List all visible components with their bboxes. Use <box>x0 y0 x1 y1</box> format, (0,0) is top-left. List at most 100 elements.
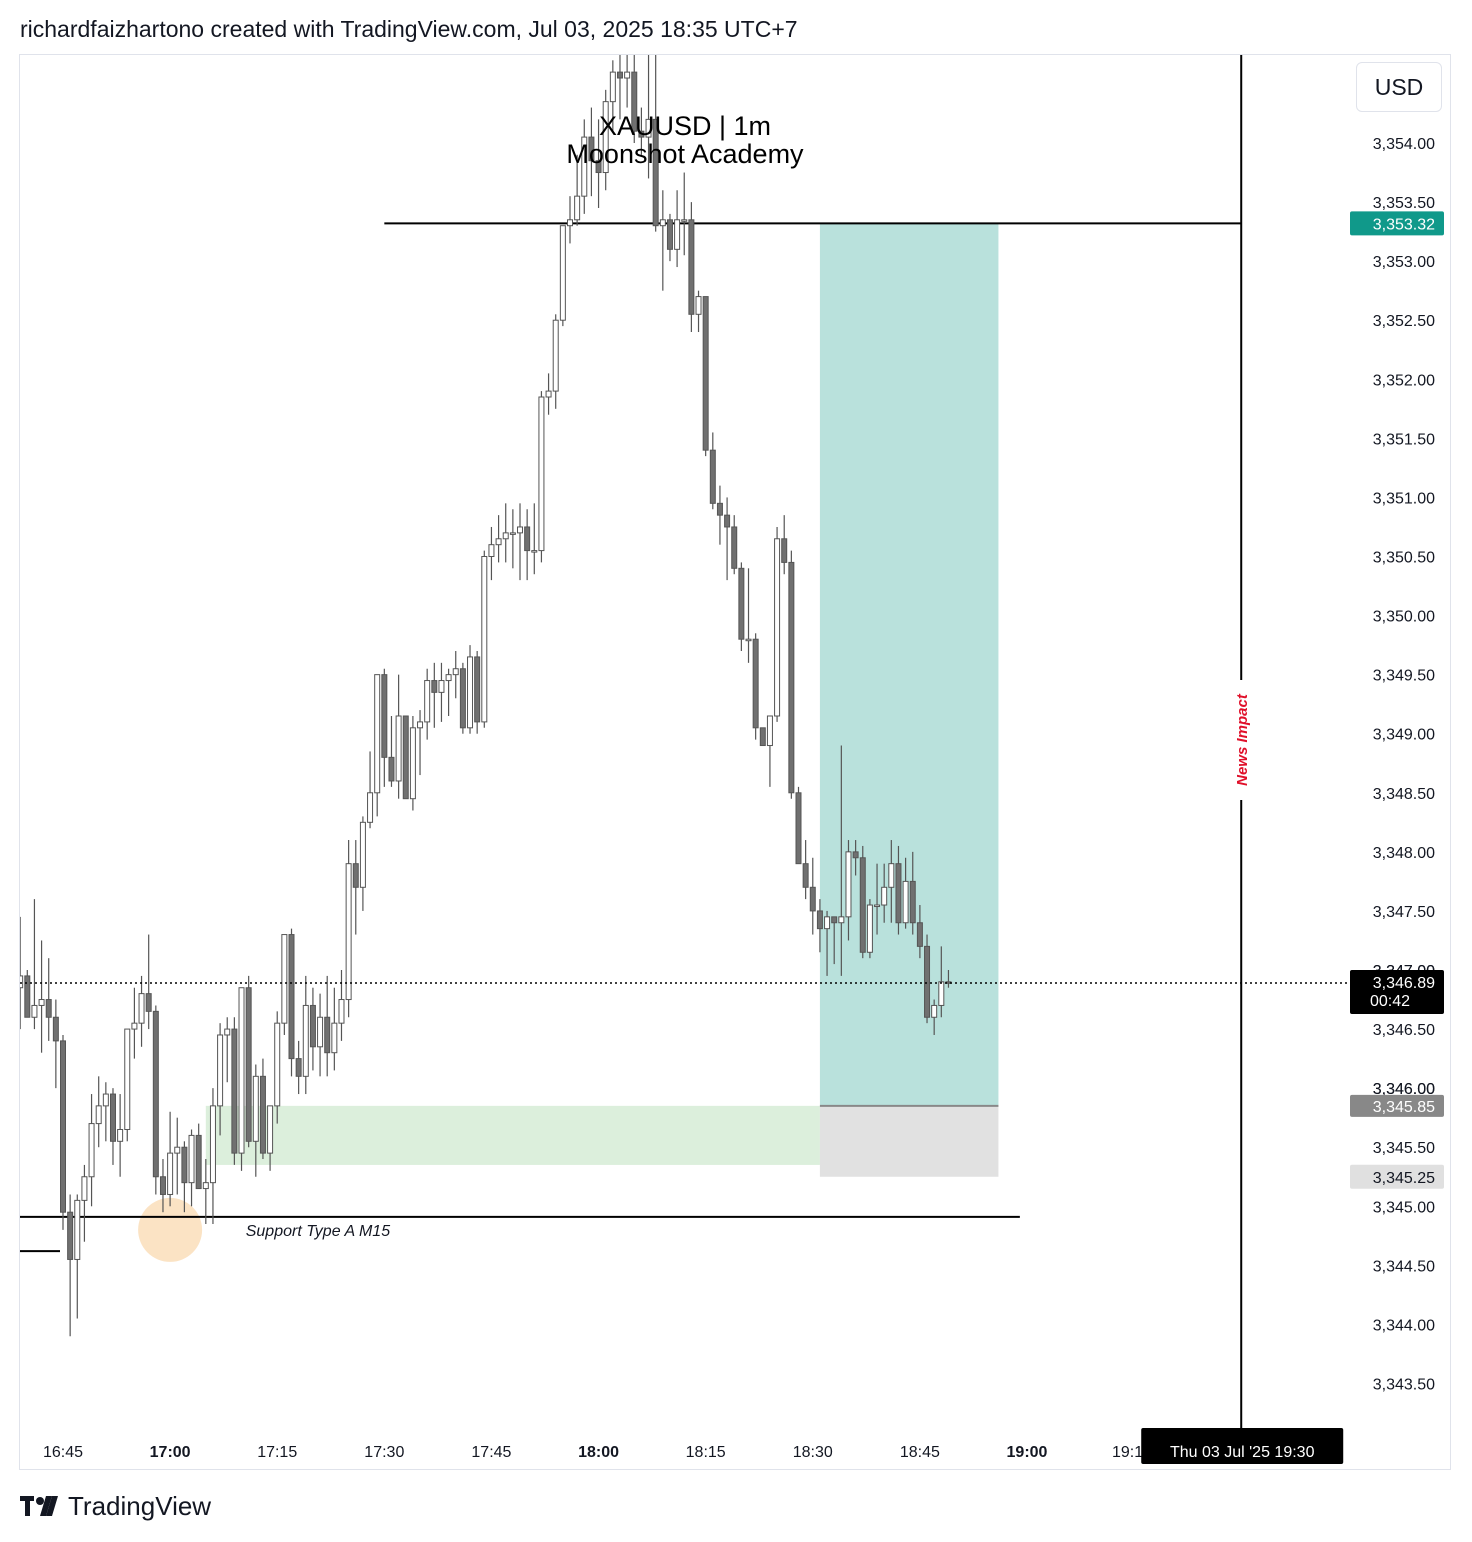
candle-body <box>495 538 502 546</box>
candle-body <box>674 219 681 250</box>
candle-body <box>109 1093 116 1142</box>
candle-body <box>838 916 845 924</box>
candle-body <box>224 1028 231 1036</box>
y-tick-label: 3,348.50 <box>1373 786 1435 803</box>
y-tick-label: 3,350.00 <box>1373 609 1435 626</box>
candle-body <box>552 319 559 392</box>
y-tick-label: 3,343.50 <box>1373 1377 1435 1394</box>
candle-body <box>509 532 516 535</box>
candle-body <box>881 886 888 906</box>
candle-body <box>566 219 573 227</box>
candle-body <box>195 1134 202 1190</box>
candle-body <box>716 502 723 516</box>
candle-body <box>267 1105 274 1154</box>
candle-body <box>595 160 602 174</box>
currency-button[interactable]: USD <box>1356 62 1442 112</box>
candle-body <box>395 715 402 782</box>
candle-body <box>924 945 931 1018</box>
candle-body <box>67 1211 74 1260</box>
stop-zone <box>819 1105 999 1177</box>
candle-body <box>624 71 631 79</box>
candle-body <box>609 71 616 103</box>
y-tick-label: 3,347.50 <box>1373 904 1435 921</box>
target-price-label: 3,353.32 <box>1373 216 1435 233</box>
x-tick-label: 18:00 <box>578 1444 619 1461</box>
candle-body <box>824 916 831 930</box>
candle-body <box>766 715 773 747</box>
candle-body <box>445 674 452 682</box>
x-tick-label: 16:45 <box>43 1444 83 1461</box>
candle-body <box>502 532 509 540</box>
candle-body <box>131 1022 138 1030</box>
candle-body <box>424 680 431 723</box>
candle-body <box>545 390 552 398</box>
candle-body <box>338 999 345 1024</box>
tradingview-logo[interactable]: TradingView <box>20 1491 211 1522</box>
candle-body <box>631 71 638 132</box>
candle-body <box>45 999 52 1018</box>
candle-body <box>602 101 609 174</box>
candle-body <box>124 1028 131 1130</box>
candle-body <box>259 1075 266 1154</box>
stop-price-label-bg <box>1350 1164 1444 1189</box>
chart-watermark: Moonshot Academy <box>566 139 804 169</box>
candle-body <box>367 792 374 823</box>
x-tick-label: 18:15 <box>686 1444 726 1461</box>
y-tick-label: 3,345.50 <box>1373 1140 1435 1157</box>
candle-body <box>152 1010 159 1178</box>
support-zone <box>205 1105 820 1165</box>
y-tick-label: 3,349.00 <box>1373 727 1435 744</box>
candle-body <box>481 556 488 723</box>
candle-body <box>866 904 873 953</box>
candle-body <box>745 638 752 642</box>
y-tick-label: 3,352.50 <box>1373 313 1435 330</box>
y-tick-label: 3,345.00 <box>1373 1199 1435 1216</box>
candle-body <box>274 1022 281 1107</box>
candle-body <box>559 225 566 321</box>
candle-body <box>202 1182 209 1190</box>
last-price-label-bg <box>1350 969 1444 1014</box>
y-tick-label: 3,344.50 <box>1373 1258 1435 1275</box>
candle-body <box>245 987 252 1142</box>
candle-body <box>581 136 588 197</box>
candle-body <box>695 296 702 315</box>
candle-body <box>909 880 916 924</box>
candle-body <box>188 1134 195 1184</box>
entry-price-label-bg <box>1350 1094 1444 1117</box>
candle-body <box>781 538 788 563</box>
candle-body <box>38 999 45 1006</box>
chart-frame <box>19 54 1451 1470</box>
candle-body <box>438 680 445 693</box>
candle-body <box>138 993 145 1024</box>
last-price-label: 3,346.89 <box>1373 975 1435 992</box>
candle-body <box>309 1004 316 1048</box>
x-tick-label: 17:00 <box>150 1444 191 1461</box>
candle-body <box>752 638 759 729</box>
candle-body <box>31 1004 38 1018</box>
y-tick-label: 3,351.00 <box>1373 490 1435 507</box>
candle-body <box>802 863 809 888</box>
candle-body <box>517 526 524 534</box>
candles-group <box>20 55 952 1337</box>
candle-body <box>938 981 945 1006</box>
candle-body <box>895 863 902 924</box>
candle-body <box>702 296 709 451</box>
candle-body <box>574 195 581 221</box>
candle-body <box>459 668 466 729</box>
candle-body <box>809 886 816 912</box>
candle-body <box>238 987 245 1154</box>
candle-body <box>666 219 673 250</box>
candle-body <box>95 1105 102 1125</box>
candle-body <box>688 219 695 315</box>
candle-body <box>638 130 645 138</box>
candle-body <box>288 934 295 1060</box>
candle-body <box>302 1004 309 1077</box>
y-tick-label: 3,354.00 <box>1373 136 1435 153</box>
candle-body <box>902 880 909 924</box>
y-tick-label: 3,350.50 <box>1373 550 1435 567</box>
candle-body <box>359 821 366 888</box>
candle-body <box>167 1152 174 1195</box>
candle-body <box>724 514 731 528</box>
tradingview-logo-icon <box>20 1495 58 1516</box>
